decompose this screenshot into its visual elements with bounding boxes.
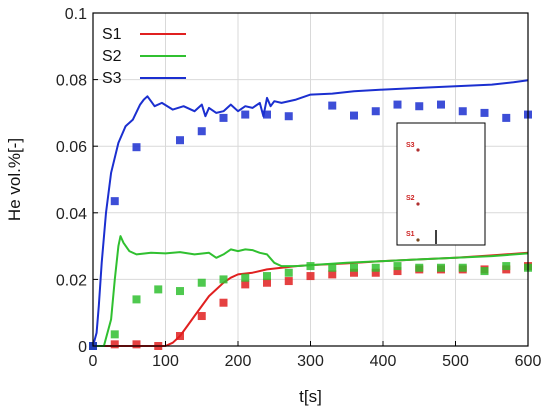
y-tick-label: 0.1 [65, 6, 87, 23]
data-point-s1 [371, 268, 380, 277]
inset-sensor-map: S3 S2 S1 [396, 122, 486, 246]
data-point-s1 [219, 298, 228, 307]
inset-sensor-dot-s1 [416, 238, 420, 242]
inset-label-s3: S3 [406, 142, 415, 149]
inset-sensor-dot-s3 [416, 148, 420, 152]
data-point-s1 [393, 267, 402, 276]
data-point-s2 [306, 262, 315, 271]
data-point-s3 [328, 101, 337, 110]
series-line-s3 [92, 79, 529, 347]
y-axis-title: He vol.%[-] [5, 138, 24, 221]
data-point-s2 [480, 267, 489, 276]
data-point-s3 [350, 111, 358, 120]
data-point-s1 [328, 270, 337, 279]
x-tick-label: 400 [370, 353, 397, 370]
data-point-s2 [328, 263, 337, 272]
x-axis-title: t[s] [299, 387, 322, 406]
data-point-s1 [350, 268, 358, 277]
data-point-s2 [458, 263, 467, 272]
data-point-s1 [263, 278, 271, 287]
data-point-s2 [371, 263, 380, 272]
inset-box [396, 122, 486, 246]
data-point-s1 [110, 340, 119, 349]
data-point-s2 [502, 262, 511, 271]
data-point-s1 [176, 332, 184, 341]
legend-label-s3: S3 [102, 70, 122, 87]
data-point-s3 [502, 113, 511, 122]
data-point-s3 [415, 102, 424, 111]
y-tick-label: 0.04 [56, 206, 87, 223]
data-point-s3 [110, 197, 119, 206]
data-point-s2 [415, 263, 424, 272]
data-point-s3 [241, 110, 250, 119]
data-point-s2 [110, 330, 119, 339]
data-point-s3 [219, 113, 228, 122]
data-point-s2 [197, 278, 206, 287]
data-point-s2 [132, 295, 141, 304]
data-point-s2 [154, 285, 163, 294]
series-line-s2 [93, 235, 529, 347]
y-tick-label: 0 [78, 339, 87, 356]
data-point-s3 [480, 108, 489, 117]
data-point-s1 [197, 312, 206, 321]
legend-label-s2: S2 [102, 48, 122, 65]
data-point-s3 [393, 100, 402, 109]
data-point-s3 [176, 136, 184, 145]
x-tick-label: 600 [515, 353, 542, 370]
tick-layer: 0 100 200 300 400 500 600 0 0.02 0.04 0.06 0.08 0.1 [56, 6, 542, 370]
y-tick-label: 0.08 [56, 73, 87, 90]
data-point-s1 [306, 272, 315, 281]
x-tick-label: 100 [152, 353, 179, 370]
data-point-s1 [284, 277, 293, 286]
data-point-s1 [241, 280, 250, 289]
data-point-s2 [241, 273, 250, 282]
data-point-s2 [393, 262, 402, 271]
data-point-s2 [263, 272, 271, 281]
data-point-s3 [284, 112, 293, 121]
x-tick-label: 200 [225, 353, 252, 370]
x-tick-label: 0 [89, 353, 98, 370]
data-point-s3 [263, 110, 271, 119]
inset-label-s1: S1 [406, 231, 415, 238]
data-point-s3 [371, 107, 380, 116]
y-tick-label: 0.02 [56, 272, 87, 289]
x-tick-label: 300 [297, 353, 324, 370]
legend: S1 S2 S3 [102, 26, 186, 87]
inset-sensor-dot-s2 [416, 202, 420, 206]
x-tick-label: 500 [442, 353, 469, 370]
data-point-s2 [219, 275, 228, 284]
data-point-s3 [197, 127, 206, 136]
y-tick-label: 0.06 [56, 139, 87, 156]
inset-label-s2: S2 [406, 195, 415, 202]
data-point-s1 [132, 340, 141, 349]
data-point-s3 [458, 107, 467, 116]
data-point-s3 [132, 143, 141, 152]
legend-label-s1: S1 [102, 26, 122, 43]
data-point-s3 [437, 100, 445, 109]
data-point-s2 [437, 263, 445, 272]
data-point-s2 [284, 268, 293, 277]
data-point-s2 [350, 263, 358, 272]
data-point-s2 [176, 287, 184, 296]
